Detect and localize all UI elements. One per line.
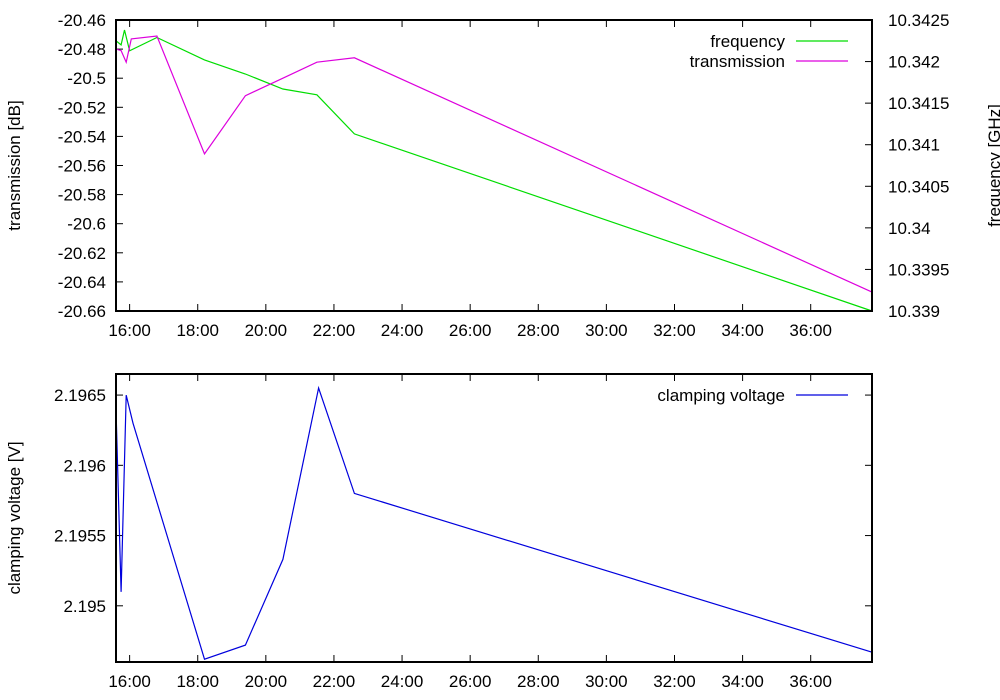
y-tick-label: 2.196 xyxy=(63,456,106,475)
y-tick-label: -20.62 xyxy=(58,244,106,263)
y2-tick-label: 10.3425 xyxy=(888,11,949,30)
y-tick-label: 2.1965 xyxy=(54,386,106,405)
y-axis-label: transmission [dB] xyxy=(5,100,24,230)
y-tick-label: -20.6 xyxy=(67,215,106,234)
x-tick-label: 18:00 xyxy=(176,672,219,691)
y-tick-label: -20.5 xyxy=(67,69,106,88)
y-tick-label: -20.52 xyxy=(58,98,106,117)
x-tick-label: 32:00 xyxy=(653,321,696,340)
x-tick-label: 28:00 xyxy=(517,672,560,691)
x-tick-label: 34:00 xyxy=(721,321,764,340)
x-tick-label: 36:00 xyxy=(789,672,832,691)
legend-label: clamping voltage xyxy=(657,386,785,405)
x-tick-label: 30:00 xyxy=(585,321,628,340)
x-tick-label: 20:00 xyxy=(245,321,288,340)
x-tick-label: 26:00 xyxy=(449,321,492,340)
x-tick-label: 18:00 xyxy=(176,321,219,340)
y2-tick-label: 10.342 xyxy=(888,53,940,72)
series-line-frequency xyxy=(115,29,873,312)
legend-label: frequency xyxy=(710,32,785,51)
y2-axis-label: frequency [GHz] xyxy=(985,104,1000,227)
y-tick-label: -20.58 xyxy=(58,186,106,205)
x-tick-label: 32:00 xyxy=(653,672,696,691)
x-tick-label: 36:00 xyxy=(789,321,832,340)
legend-label: transmission xyxy=(690,52,785,71)
y2-tick-label: 10.34 xyxy=(888,219,931,238)
y2-tick-label: 10.3415 xyxy=(888,94,949,113)
y2-tick-label: 10.341 xyxy=(888,136,940,155)
chart-panel-1: 16:00 18:00 20:00 22:00 24:00 26:00 28:00 30:00… xyxy=(5,11,1000,340)
y-tick-label: -20.48 xyxy=(58,40,106,59)
y2-tick-label: 10.3405 xyxy=(888,177,949,196)
x-tick-label: 16:00 xyxy=(108,321,151,340)
y-tick-label: -20.64 xyxy=(58,273,106,292)
y-tick-label: 2.1955 xyxy=(54,527,106,546)
plot-frame xyxy=(115,373,873,663)
plot-frame xyxy=(115,19,873,312)
y-tick-label: 2.195 xyxy=(63,597,106,616)
x-tick-label: 34:00 xyxy=(721,672,764,691)
x-tick-label: 24:00 xyxy=(381,321,424,340)
x-tick-label: 16:00 xyxy=(108,672,151,691)
x-tick-label: 20:00 xyxy=(245,672,288,691)
y-tick-label: -20.46 xyxy=(58,11,106,30)
x-tick-label: 22:00 xyxy=(313,672,356,691)
x-tick-label: 24:00 xyxy=(381,672,424,691)
y2-tick-label: 10.3395 xyxy=(888,260,949,279)
y-tick-label: -20.56 xyxy=(58,157,106,176)
x-tick-label: 28:00 xyxy=(517,321,560,340)
x-tick-label: 30:00 xyxy=(585,672,628,691)
chart-panel-2: 16:00 18:00 20:00 22:00 24:00 26:00 28:00 30:00… xyxy=(5,373,873,691)
series-line-transmission xyxy=(115,35,873,293)
series-line-clamping-voltage xyxy=(115,385,873,660)
x-tick-label: 22:00 xyxy=(313,321,356,340)
x-tick-label: 26:00 xyxy=(449,672,492,691)
y-axis-label: clamping voltage [V] xyxy=(5,441,24,594)
y-tick-label: -20.54 xyxy=(58,127,106,146)
y2-tick-label: 10.339 xyxy=(888,302,940,321)
y-tick-label: -20.66 xyxy=(58,302,106,321)
